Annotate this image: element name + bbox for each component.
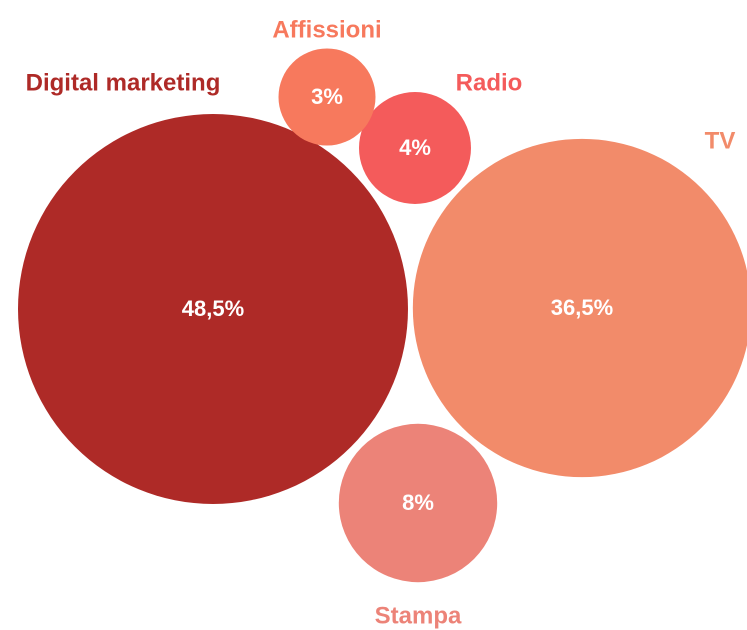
category-label: Affissioni [272,16,381,43]
category-label: Stampa [375,602,462,629]
bubble [338,423,498,583]
bubble [412,138,747,478]
value-label: 4% [399,135,431,160]
bubble [359,92,471,204]
bubble [18,114,408,504]
value-label: 8% [402,490,434,515]
bubble [278,48,376,146]
category-label: Radio [456,69,523,96]
value-label: 36,5% [551,295,613,320]
value-label: 3% [311,84,343,109]
category-label: TV [705,127,736,154]
category-label: Digital marketing [26,69,221,96]
value-label: 48,5% [182,296,244,321]
